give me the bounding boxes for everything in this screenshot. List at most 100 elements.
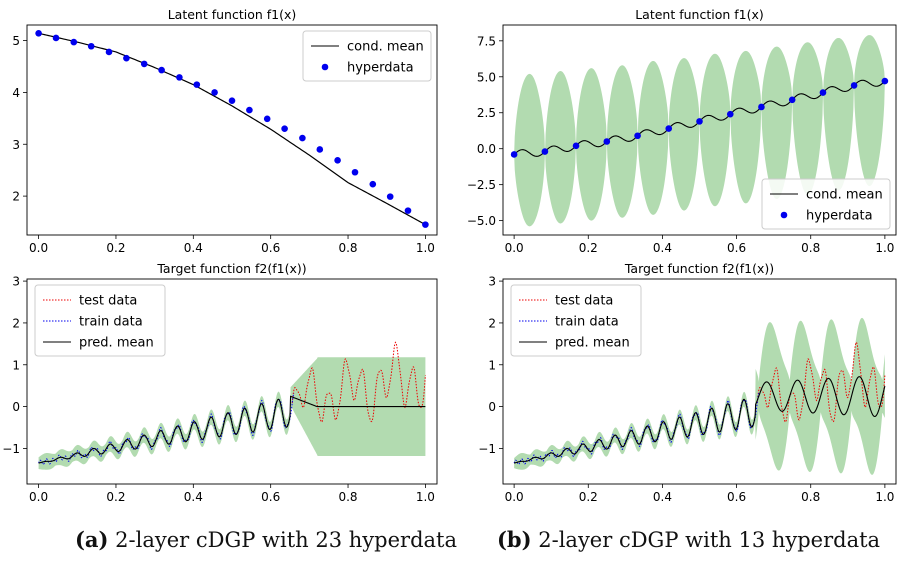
hyperdata-point — [603, 138, 611, 145]
y-tick-label: 3 — [12, 275, 20, 289]
x-tick-label: 1.0 — [416, 490, 435, 504]
y-tick-label: 3 — [12, 138, 20, 152]
hyperdata-point — [369, 180, 377, 188]
y-tick-label: 0.0 — [477, 142, 496, 156]
plot-area — [38, 341, 426, 470]
y-tick-label: 2 — [488, 316, 496, 330]
x-tick-label: 0.8 — [801, 490, 820, 504]
x-tick-label: 0.4 — [184, 490, 203, 504]
legend-label: pred. mean — [79, 336, 154, 351]
caption-a-tag: (a) — [75, 527, 109, 552]
legend-label: cond. mean — [347, 40, 424, 55]
hyperdata-point — [572, 142, 580, 150]
y-tick-label: 0 — [488, 400, 496, 414]
legend-label: test data — [555, 294, 613, 309]
caption-b: (b) 2-layer cDGP with 13 hyperdata — [497, 527, 880, 552]
figure: Latent function f1(x) 0.0 0.2 0.4 0.6 0.8 1.0 2… — [2, 7, 897, 504]
x-tick-label: 0.2 — [106, 490, 125, 504]
chart-panel-0: Latent function f1(x) 0.0 0.2 0.4 0.6 0.8 1.0 2… — [12, 7, 438, 255]
legend-label: hyperdata — [806, 209, 873, 224]
uncertainty-band — [38, 357, 426, 470]
x-tick-label: 0.6 — [261, 241, 280, 255]
plot-area — [513, 317, 886, 475]
hyperdata-point — [70, 38, 78, 46]
y-tick-label: 5 — [12, 34, 20, 48]
x-tick-label: 0.8 — [801, 241, 820, 255]
y-tick-label: 1 — [12, 358, 20, 372]
axes-frame — [26, 24, 438, 236]
legend-label: test data — [79, 294, 137, 309]
hyperdata-point — [881, 77, 889, 85]
chart-panel-1: Latent function f1(x) 0.0 0.2 0.4 0.6 0.8 1.0 −… — [467, 7, 897, 255]
hyperdata-point — [819, 89, 827, 96]
hyperdata-point — [510, 151, 518, 158]
x-tick-label: 0.6 — [261, 490, 280, 504]
pred-mean-line — [513, 376, 886, 464]
hyperdata-point — [316, 146, 324, 153]
axes-frame — [502, 278, 897, 485]
hyperdata-point — [541, 148, 549, 155]
caption-a: (a) 2-layer cDGP with 23 hyperdata — [75, 527, 457, 552]
chart-title: Latent function f1(x) — [168, 7, 297, 22]
x-tick-label: 0.0 — [505, 241, 524, 255]
hyperdata-point — [404, 207, 412, 214]
train-data-line — [513, 393, 760, 465]
legend-box — [34, 284, 166, 357]
x-tick-label: 0.2 — [579, 241, 598, 255]
legend: cond. mean hyperdata — [302, 30, 432, 82]
legend-box — [761, 178, 891, 230]
uncertainty-band — [514, 317, 885, 475]
x-tick-label: 0.4 — [184, 241, 203, 255]
hyperdata-point — [334, 157, 341, 164]
chart-panel-2: Target function f2(f1(x)) 0.0 0.2 0.4 0.6 0.8… — [2, 261, 438, 504]
x-tick-label: 0.6 — [727, 490, 746, 504]
cond-mean-line — [38, 32, 426, 226]
legend: test data train data pred. mean — [34, 284, 166, 357]
y-tick-label: −1 — [478, 442, 496, 456]
hyperdata-point — [386, 193, 394, 200]
hyperdata-point — [35, 29, 42, 37]
hyperdata-point — [105, 48, 113, 56]
legend-box — [302, 30, 432, 82]
y-tick-label: 7.5 — [477, 34, 496, 48]
hyperdata-point — [726, 110, 734, 118]
axes-frame — [502, 24, 897, 236]
chart-panel-3: Target function f2(f1(x)) 0.0 0.2 0.4 0.6 0.8… — [478, 261, 897, 504]
y-tick-label: 0 — [12, 400, 20, 414]
y-tick-label: 2 — [12, 190, 20, 204]
caption-a-text: 2-layer cDGP with 23 hyperdata — [115, 528, 457, 552]
hyperdata-point — [123, 54, 130, 62]
legend-marker — [321, 63, 329, 71]
chart-title: Target function f2(f1(x)) — [624, 261, 774, 276]
x-tick-label: 1.0 — [875, 490, 894, 504]
y-tick-label: 4 — [12, 86, 20, 100]
axes-frame — [26, 278, 438, 485]
legend-label: train data — [79, 315, 143, 330]
x-tick-label: 0.4 — [653, 241, 672, 255]
legend-label: hyperdata — [347, 61, 414, 76]
y-tick-label: −2.5 — [467, 178, 496, 192]
hyperdata-point — [788, 96, 796, 104]
y-tick-label: 2 — [12, 316, 20, 330]
hyperdata-point — [52, 34, 60, 42]
pred-mean-line — [38, 395, 426, 464]
legend-label: pred. mean — [555, 336, 630, 351]
hyperdata-point — [351, 168, 359, 176]
hyperdata-point — [263, 115, 271, 123]
x-tick-label: 1.0 — [875, 241, 894, 255]
hyperdata-point — [696, 118, 703, 125]
hyperdata-point — [281, 125, 288, 133]
x-tick-label: 0.0 — [505, 490, 524, 504]
x-tick-label: 0.0 — [29, 490, 48, 504]
hyperdata-point — [299, 134, 306, 142]
hyperdata-point — [850, 82, 858, 89]
legend-label: train data — [555, 315, 619, 330]
y-tick-label: −1 — [2, 442, 20, 456]
x-tick-label: 0.8 — [338, 490, 357, 504]
train-data-line — [38, 392, 295, 465]
caption-b-tag: (b) — [497, 527, 532, 552]
plot-area — [510, 35, 889, 227]
caption-b-text: 2-layer cDGP with 13 hyperdata — [538, 528, 881, 552]
hyperdata-point — [246, 106, 253, 114]
y-tick-label: −5.0 — [467, 214, 496, 228]
